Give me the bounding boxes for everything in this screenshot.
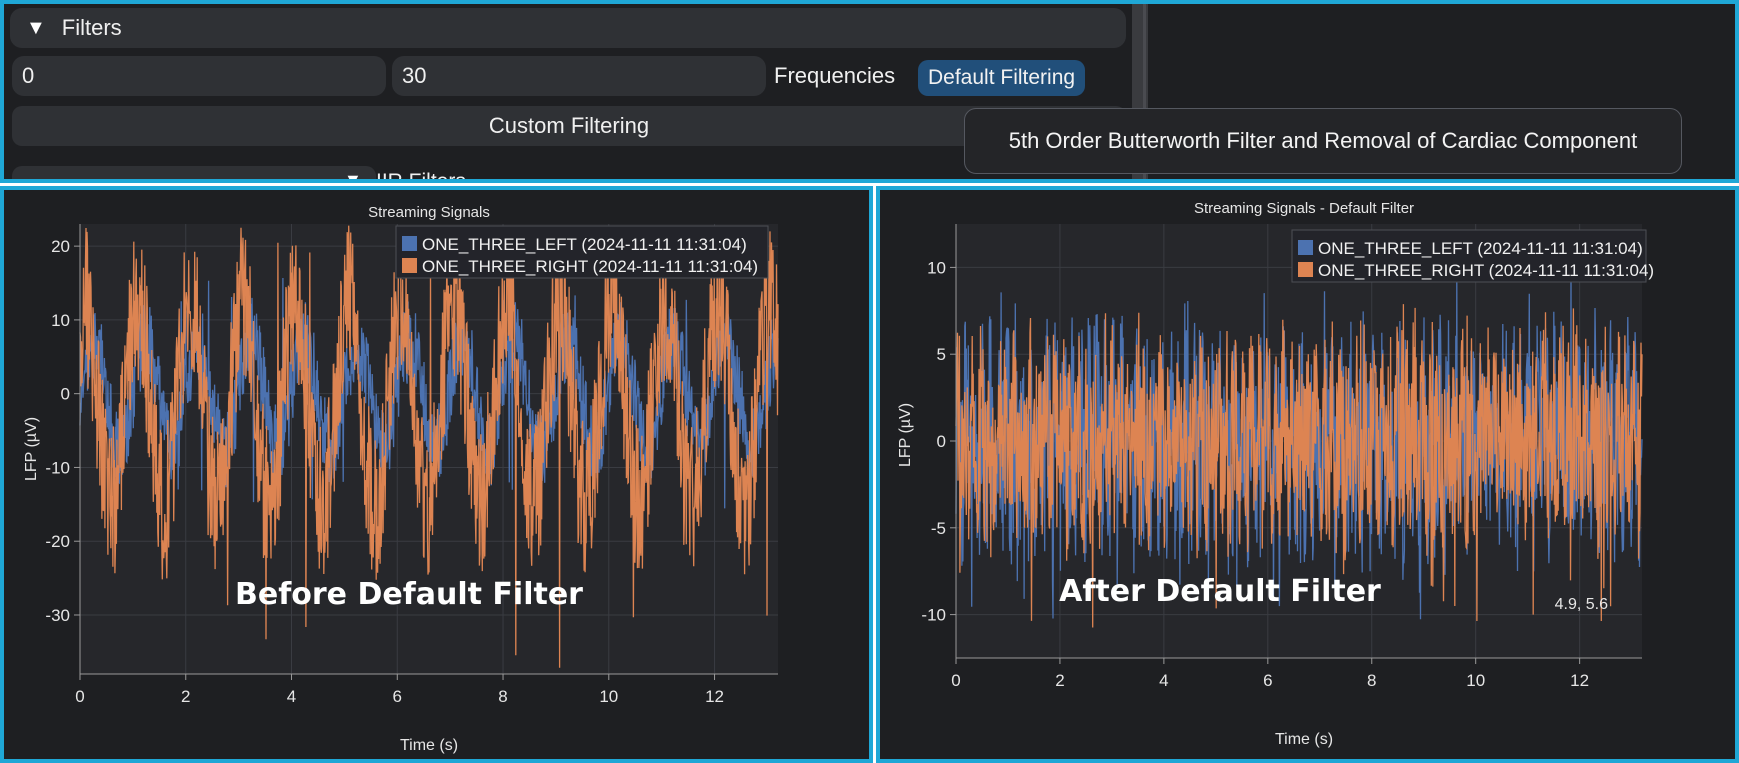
x-tick-label: 2 — [181, 687, 190, 706]
y-axis-label: LFP (µV) — [23, 417, 40, 481]
x-tick-label: 4 — [1159, 671, 1168, 690]
x-axis-label: Time (s) — [1275, 731, 1333, 748]
x-tick-label: 8 — [1367, 671, 1376, 690]
default-filter-tooltip: 5th Order Butterworth Filter and Removal… — [964, 108, 1682, 174]
y-tick-label: 10 — [51, 311, 70, 330]
y-axis-label: LFP (µV) — [897, 403, 914, 467]
chart-title: Streaming Signals - Default Filter — [1194, 200, 1414, 217]
x-tick-label: 6 — [1263, 671, 1272, 690]
x-tick-label: 12 — [1570, 671, 1589, 690]
legend-label-right: ONE_THREE_RIGHT (2024-11-11 11:31:04) — [422, 257, 758, 276]
triangle-down-icon[interactable]: ▼ — [344, 170, 362, 183]
x-tick-label: 0 — [75, 687, 84, 706]
chart-title: Streaming Signals — [368, 204, 490, 221]
y-tick-label: 0 — [937, 432, 946, 451]
chart-after-filter[interactable]: 0 2 4 6 8 10 12 10 5 0 -5 -10 Streaming Signals - D… — [880, 190, 1735, 759]
overlay-caption: Before Default Filter — [235, 577, 583, 612]
y-tick-label: -5 — [931, 519, 946, 538]
y-tick-label: -20 — [45, 532, 70, 551]
default-filtering-button[interactable]: Default Filtering — [918, 60, 1086, 96]
legend-swatch-right — [1298, 262, 1313, 277]
filters-panel: ▼ Filters 0 30 Frequencies Default Filte… — [0, 0, 1739, 183]
y-tick-label: 10 — [927, 258, 946, 277]
y-tick-label: -30 — [45, 606, 70, 625]
x-tick-label: 12 — [705, 687, 724, 706]
legend-swatch-right — [402, 258, 417, 273]
chart-before-filter[interactable]: 0 2 4 6 8 10 12 20 10 0 -10 -20 -30 Streaming Signal… — [4, 190, 869, 759]
x-axis-label: Time (s) — [400, 737, 458, 754]
cursor-readout: 4.9, 5.6 — [1555, 596, 1608, 613]
triangle-down-icon: ▼ — [26, 16, 46, 39]
y-tick-label: 20 — [51, 237, 70, 256]
overlay-caption: After Default Filter — [1059, 574, 1381, 609]
legend-label-right: ONE_THREE_RIGHT (2024-11-11 11:31:04) — [1318, 261, 1654, 280]
plot-after-filter: 0 2 4 6 8 10 12 10 5 0 -5 -10 Streaming Signals - D… — [876, 186, 1739, 763]
x-tick-label: 8 — [498, 687, 507, 706]
x-tick-label: 10 — [1466, 671, 1485, 690]
x-tick-label: 4 — [287, 687, 296, 706]
filters-title: Filters — [61, 15, 122, 40]
y-tick-label: -10 — [45, 458, 70, 477]
frequencies-label: Frequencies — [774, 63, 896, 88]
legend-label-left: ONE_THREE_LEFT (2024-11-11 11:31:04) — [422, 235, 747, 254]
legend-swatch-left — [402, 236, 417, 251]
iir-filter-select[interactable] — [12, 166, 376, 179]
x-tick-label: 6 — [393, 687, 402, 706]
x-tick-label: 0 — [951, 671, 960, 690]
series-line-right — [79, 225, 779, 668]
series-line-right — [955, 304, 1643, 628]
legend[interactable]: ONE_THREE_LEFT (2024-11-11 11:31:04) ONE… — [395, 225, 769, 279]
filters-header[interactable]: ▼ Filters — [10, 8, 1126, 48]
legend-swatch-left — [1298, 240, 1313, 255]
legend[interactable]: ONE_THREE_LEFT (2024-11-11 11:31:04) ONE… — [1291, 229, 1654, 283]
freq-low-input[interactable]: 0 — [12, 56, 386, 96]
y-tick-label: -10 — [921, 606, 946, 625]
plot-before-filter: 0 2 4 6 8 10 12 20 10 0 -10 -20 -30 Streaming Signal… — [0, 186, 873, 763]
freq-high-input[interactable]: 30 — [392, 56, 766, 96]
iir-filters-header[interactable]: IIR Filters — [376, 170, 466, 183]
y-tick-label: 5 — [937, 345, 946, 364]
custom-filtering-button[interactable]: Custom Filtering — [12, 106, 1126, 146]
legend-label-left: ONE_THREE_LEFT (2024-11-11 11:31:04) — [1318, 239, 1643, 258]
y-tick-label: 0 — [61, 385, 70, 404]
x-tick-label: 10 — [599, 687, 618, 706]
x-tick-label: 2 — [1055, 671, 1064, 690]
